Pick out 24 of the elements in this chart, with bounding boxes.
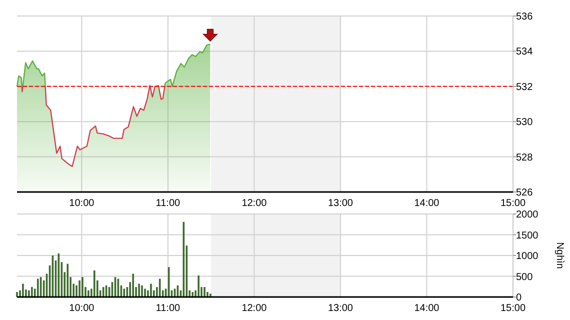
y-tick-label: 500 — [516, 272, 534, 283]
y-tick-label: 526 — [516, 188, 534, 198]
y-tick-label: 0 — [516, 292, 522, 304]
x-tick-label: 14:00 — [414, 303, 440, 314]
y-tick-label: 534 — [516, 46, 534, 58]
x-tick-label: 11:00 — [156, 198, 181, 209]
y-tick-label: 1500 — [516, 230, 539, 242]
y-tick-label: 528 — [516, 152, 534, 164]
y-tick-label: 2000 — [516, 210, 539, 220]
x-tick-label: 15:00 — [500, 303, 526, 314]
x-tick-label: 14:00 — [414, 198, 440, 209]
y-tick-label: 536 — [516, 12, 534, 22]
x-tick-label: 11:00 — [156, 303, 181, 314]
y-tick-label: 530 — [516, 117, 534, 128]
x-tick-label: 13:00 — [328, 198, 354, 209]
x-tick-label: 12:00 — [242, 198, 268, 209]
y-tick-label: 532 — [516, 82, 534, 93]
y-axis-title: Nghìn — [554, 242, 565, 269]
x-tick-label: 15:00 — [500, 198, 526, 209]
x-tick-label: 12:00 — [242, 303, 268, 314]
y-tick-label: 1000 — [516, 251, 539, 262]
x-tick-label: 10:00 — [69, 303, 95, 314]
x-tick-label: 10:00 — [69, 198, 95, 209]
x-tick-label: 13:00 — [328, 303, 354, 314]
